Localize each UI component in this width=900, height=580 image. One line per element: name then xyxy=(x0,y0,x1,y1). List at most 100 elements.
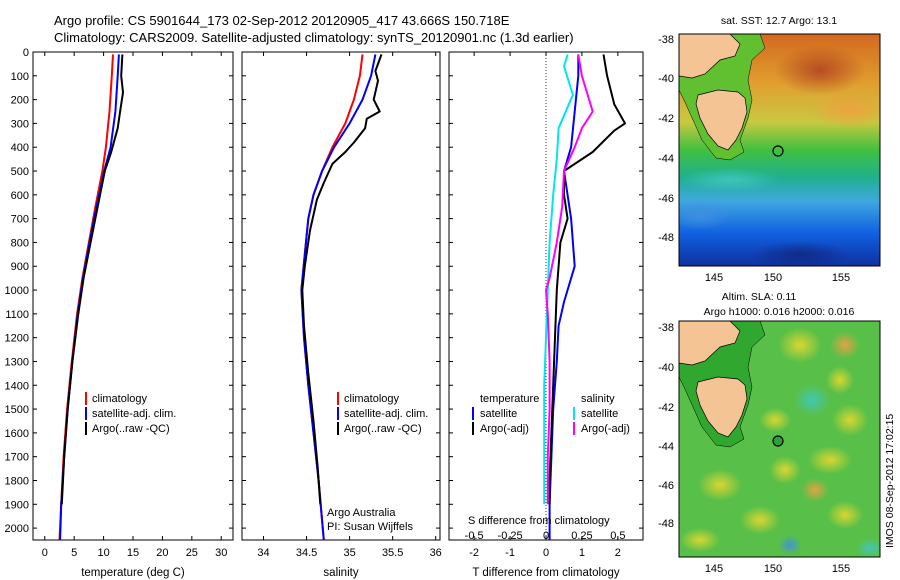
salinity-legend: climatology satellite-adj. clim. Argo(..… xyxy=(327,392,428,533)
series-line-temperature-argo-adj xyxy=(548,54,626,505)
x-tick-label: 0 xyxy=(42,547,48,559)
temperature-xlabel: temperature (deg C) xyxy=(81,567,185,579)
x-tick-label: 34 xyxy=(257,547,269,559)
y-tick-label: 500 xyxy=(11,166,29,178)
legend-label-satellite: satellite-adj. clim. xyxy=(344,408,428,420)
x-tick-label: -2 xyxy=(469,547,479,559)
series-line-salinity-satellite xyxy=(543,54,574,505)
sla-map-title1: Altim. SLA: 0.11 xyxy=(722,291,797,303)
sla-profile-marker xyxy=(772,435,784,447)
y-tick-label: 1300 xyxy=(5,356,29,368)
sla-xtick: 150 xyxy=(764,563,782,575)
s-difference-title: S difference from climatology xyxy=(468,515,610,527)
legend-label-satellite: satellite-adj. clim. xyxy=(92,408,176,420)
legend-label-climatology: climatology xyxy=(344,393,400,405)
tasmania-shape xyxy=(695,89,748,151)
x-tick-label: 10 xyxy=(97,547,109,559)
difference-legend: temperature salinity satellite Argo(-adj… xyxy=(468,393,630,527)
mainland-australia-shape xyxy=(679,321,741,366)
x-tick-label: 30 xyxy=(215,547,227,559)
legend-label-sal-argo: Argo(-adj) xyxy=(581,423,630,435)
legend-title-salinity: salinity xyxy=(581,393,615,405)
x-tick-label: 5 xyxy=(71,547,77,559)
legend-title-temperature: temperature xyxy=(480,393,539,405)
figure-title-line1: Argo profile: CS 5901644_173 02-Sep-2012… xyxy=(54,13,510,28)
sst-ytick: -48 xyxy=(658,232,674,244)
sst-xtick: 155 xyxy=(832,272,850,284)
sst-ytick: -44 xyxy=(658,153,674,165)
argo-australia-note: Argo Australia xyxy=(327,507,396,519)
series-line-argo-raw-qc xyxy=(301,54,383,505)
sla-xtick: 155 xyxy=(832,563,850,575)
x-tick-label: 34.5 xyxy=(296,547,317,559)
imos-timestamp: IMOS 08-Sep-2012 17:02:15 xyxy=(884,414,896,548)
salinity-panel-frame xyxy=(241,51,441,541)
salinity-chart: 34 34.5 35 35.5 36 xyxy=(242,51,442,559)
series-line-salinity-argo-adj xyxy=(545,54,594,505)
x-tick-label: -1 xyxy=(505,547,515,559)
x-tick-label: 20 xyxy=(156,547,168,559)
series-line-satellite-adj-clim xyxy=(300,54,377,541)
legend-label-argo: Argo(..raw -QC) xyxy=(92,423,170,435)
sla-map-title2: Argo h1000: 0.016 h2000: 0.016 xyxy=(704,306,855,318)
series-line-temperature-satellite xyxy=(548,54,580,540)
y-tick-label: 200 xyxy=(11,95,29,107)
sst-map: sat. SST: 12.7 Argo: 13.1 -38 -40 -42 -4… xyxy=(658,15,881,284)
y-tick-label: 1500 xyxy=(5,404,29,416)
s-tick-label: -0.5 xyxy=(465,530,484,542)
y-tick-label: 1000 xyxy=(5,285,29,297)
sla-xtick: 145 xyxy=(705,563,723,575)
series-line-climatology xyxy=(300,54,364,541)
tasmania-shape xyxy=(695,376,748,438)
sla-ytick: -44 xyxy=(658,441,674,453)
y-tick-label: 300 xyxy=(11,118,29,130)
x-tick-label: 1 xyxy=(579,547,585,559)
sla-ytick: -46 xyxy=(658,480,674,492)
series-line-climatology xyxy=(58,54,114,541)
sla-ytick: -48 xyxy=(658,518,674,530)
x-tick-label: 35 xyxy=(343,547,355,559)
y-tick-label: 0 xyxy=(23,47,29,59)
x-tick-label: 36 xyxy=(430,547,442,559)
y-tick-label: 700 xyxy=(11,214,29,226)
x-tick-label: 35.5 xyxy=(382,547,403,559)
sst-xtick: 145 xyxy=(705,272,723,284)
sst-xtick: 150 xyxy=(764,272,782,284)
sst-ytick: -40 xyxy=(658,73,674,85)
sst-profile-marker xyxy=(772,145,784,157)
y-tick-label: 2000 xyxy=(5,523,29,535)
y-tick-label: 900 xyxy=(11,261,29,273)
legend-label-temp-argo: Argo(-adj) xyxy=(480,423,529,435)
y-tick-label: 1200 xyxy=(5,333,29,345)
sst-ytick: -46 xyxy=(658,193,674,205)
sst-ytick: -38 xyxy=(658,34,674,46)
series-line-satellite-adj-clim xyxy=(59,54,120,541)
legend-label-argo: Argo(..raw -QC) xyxy=(344,423,422,435)
mainland-australia-shape xyxy=(679,34,741,79)
difference-xlabel: T difference from climatology xyxy=(472,567,619,579)
s-tick-label: 0.25 xyxy=(571,530,592,542)
s-tick-label: 0.5 xyxy=(610,530,625,542)
x-tick-label: 2 xyxy=(615,547,621,559)
temperature-chart: 0100200300400500600700800900100011001200… xyxy=(5,47,233,559)
y-tick-label: 1700 xyxy=(5,452,29,464)
x-tick-label: 15 xyxy=(127,547,139,559)
pi-note: PI: Susan Wijffels xyxy=(327,521,413,533)
x-tick-label: 0 xyxy=(543,547,549,559)
sla-ytick: -40 xyxy=(658,362,674,374)
figure-title-line2: Climatology: CARS2009. Satellite-adjuste… xyxy=(54,30,574,45)
sla-map: Altim. SLA: 0.11 Argo h1000: 0.016 h2000… xyxy=(658,291,881,575)
sla-ytick: -42 xyxy=(658,402,674,414)
y-tick-label: 1100 xyxy=(5,309,29,321)
sla-ytick: -38 xyxy=(658,322,674,334)
y-tick-label: 600 xyxy=(11,190,29,202)
sst-map-title: sat. SST: 12.7 Argo: 13.1 xyxy=(721,15,837,27)
legend-label-sal-satellite: satellite xyxy=(581,408,618,420)
sst-ytick: -42 xyxy=(658,113,674,125)
y-tick-label: 1900 xyxy=(5,499,29,511)
legend-label-temp-satellite: satellite xyxy=(480,408,517,420)
temperature-legend: climatology satellite-adj. clim. Argo(..… xyxy=(85,392,176,435)
y-tick-label: 400 xyxy=(11,142,29,154)
